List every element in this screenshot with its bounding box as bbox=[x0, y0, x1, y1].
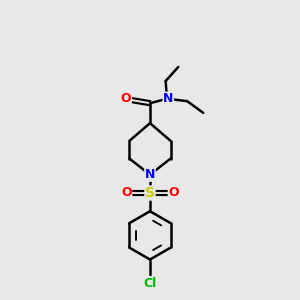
Text: Cl: Cl bbox=[143, 277, 157, 290]
Text: S: S bbox=[145, 186, 155, 200]
Text: O: O bbox=[168, 187, 179, 200]
Text: O: O bbox=[121, 187, 132, 200]
Text: N: N bbox=[163, 92, 173, 105]
Text: O: O bbox=[121, 92, 131, 105]
Text: N: N bbox=[145, 168, 155, 181]
